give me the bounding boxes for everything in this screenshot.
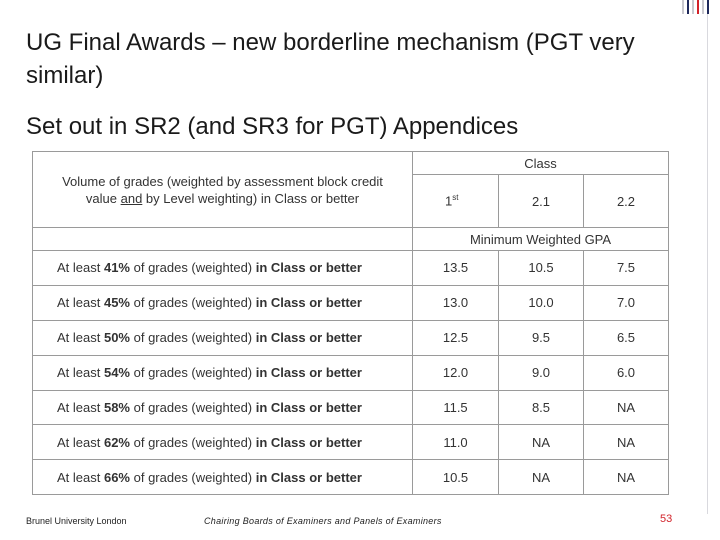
table-row: At least 41% of grades (weighted) in Cla… [32, 250, 669, 286]
column-header-2-1: 2.1 [498, 174, 584, 228]
gpa-first: 10.5 [412, 459, 499, 496]
footer-course: Chairing Boards of Examiners and Panels … [204, 516, 442, 526]
row-middle: of grades (weighted) [130, 330, 256, 346]
description-header: Volume of grades (weighted by assessment… [32, 151, 413, 228]
row-prefix: At least [57, 260, 104, 276]
row-percent: 50% [103, 330, 130, 346]
gpa-upper-second: 9.0 [498, 354, 584, 391]
borderline-table: Volume of grades (weighted by assessment… [32, 151, 669, 496]
description-header-text-end: by Level weighting) in Class or better [142, 190, 360, 206]
row-description: At least 54% of grades (weighted) in Cla… [32, 354, 413, 391]
row-description: At least 66% of grades (weighted) in Cla… [32, 459, 413, 496]
row-percent: 58% [103, 400, 130, 415]
gpa-first: 11.5 [412, 389, 499, 426]
gpa-lower-second: 7.5 [583, 250, 669, 286]
row-prefix: At least [57, 434, 104, 450]
gpa-upper-second: NA [498, 424, 584, 461]
row-description: At least 45% of grades (weighted) in Cla… [32, 284, 413, 321]
row-prefix: At least [57, 295, 104, 311]
stripe [707, 0, 709, 14]
row-percent: 54% [103, 365, 130, 381]
table-row: At least 50% of grades (weighted) in Cla… [32, 319, 669, 356]
row-description: At least 41% of grades (weighted) in Cla… [32, 250, 413, 286]
gpa-lower-second: 6.0 [583, 354, 669, 391]
column-header-2-2: 2.2 [583, 174, 669, 228]
stripe [692, 0, 694, 14]
footer-institution: Brunel University London [26, 516, 127, 526]
gpa-header: Minimum Weighted GPA [412, 227, 669, 251]
blank-cell [32, 227, 413, 251]
table-row: At least 45% of grades (weighted) in Cla… [32, 284, 669, 321]
row-suffix: in Class or better [255, 330, 362, 346]
row-suffix: in Class or better [255, 469, 362, 485]
row-middle: of grades (weighted) [130, 295, 256, 311]
row-middle: of grades (weighted) [130, 260, 256, 276]
brand-stripes [682, 0, 710, 14]
table-row: At least 58% of grades (weighted) in Cla… [32, 389, 669, 426]
row-prefix: At least [57, 365, 104, 381]
row-percent: 62% [103, 434, 130, 450]
row-middle: of grades (weighted) [130, 469, 256, 485]
row-description: At least 50% of grades (weighted) in Cla… [32, 319, 413, 356]
gpa-lower-second: 7.0 [583, 284, 669, 321]
gpa-upper-second: 9.5 [498, 319, 584, 356]
description-header-and: and [120, 190, 143, 206]
gpa-upper-second: 10.5 [498, 250, 584, 286]
row-description: At least 62% of grades (weighted) in Cla… [32, 424, 413, 461]
table-row: At least 54% of grades (weighted) in Cla… [32, 354, 669, 391]
stripe [682, 0, 684, 14]
gpa-upper-second: 8.5 [498, 389, 584, 426]
row-suffix: in Class or better [255, 434, 362, 450]
gpa-first: 12.5 [412, 319, 499, 356]
row-percent: 41% [103, 260, 130, 276]
table-row: At least 66% of grades (weighted) in Cla… [32, 459, 669, 496]
right-divider [707, 14, 708, 514]
gpa-first: 13.0 [412, 284, 499, 321]
stripe [697, 0, 699, 14]
gpa-lower-second: NA [583, 424, 669, 461]
row-suffix: in Class or better [255, 400, 362, 415]
description-header-text: Volume of grades (weighted by assessment… [62, 173, 383, 206]
column-header-label: 1 [445, 193, 453, 209]
gpa-first: 12.0 [412, 354, 499, 391]
page-number: 53 [660, 513, 673, 525]
slide-subtitle: Set out in SR2 (and SR3 for PGT) Appendi… [26, 113, 519, 140]
table-row: At least 62% of grades (weighted) in Cla… [32, 424, 669, 461]
row-prefix: At least [57, 400, 104, 415]
row-suffix: in Class or better [255, 260, 362, 276]
row-prefix: At least [57, 469, 104, 485]
row-middle: of grades (weighted) [130, 434, 256, 450]
gpa-upper-second: NA [498, 459, 584, 496]
table-header-row: Volume of grades (weighted by assessment… [32, 151, 669, 228]
row-percent: 45% [103, 295, 130, 311]
gpa-first: 13.5 [412, 250, 499, 286]
table-header-row: 1st 2.1 2.2 [33, 174, 669, 228]
row-prefix: At least [57, 330, 104, 346]
row-suffix: in Class or better [255, 295, 362, 311]
row-description: At least 58% of grades (weighted) in Cla… [32, 389, 413, 426]
gpa-lower-second: 6.5 [583, 319, 669, 356]
class-header: Class [412, 151, 669, 175]
column-header-sup: st [452, 193, 459, 203]
stripe [687, 0, 689, 14]
row-percent: 66% [103, 469, 130, 485]
row-middle: of grades (weighted) [130, 400, 256, 415]
row-suffix: in Class or better [255, 365, 362, 381]
row-middle: of grades (weighted) [130, 365, 256, 381]
stripe [702, 0, 704, 14]
slide-title: UG Final Awards – new borderline mechani… [26, 29, 635, 89]
gpa-lower-second: NA [583, 459, 669, 496]
gpa-lower-second: NA [583, 389, 669, 426]
gpa-upper-second: 10.0 [498, 284, 584, 321]
gpa-first: 11.0 [412, 424, 499, 461]
table-header-row: Minimum Weighted GPA [32, 227, 669, 251]
column-header-first: 1st [412, 174, 499, 228]
